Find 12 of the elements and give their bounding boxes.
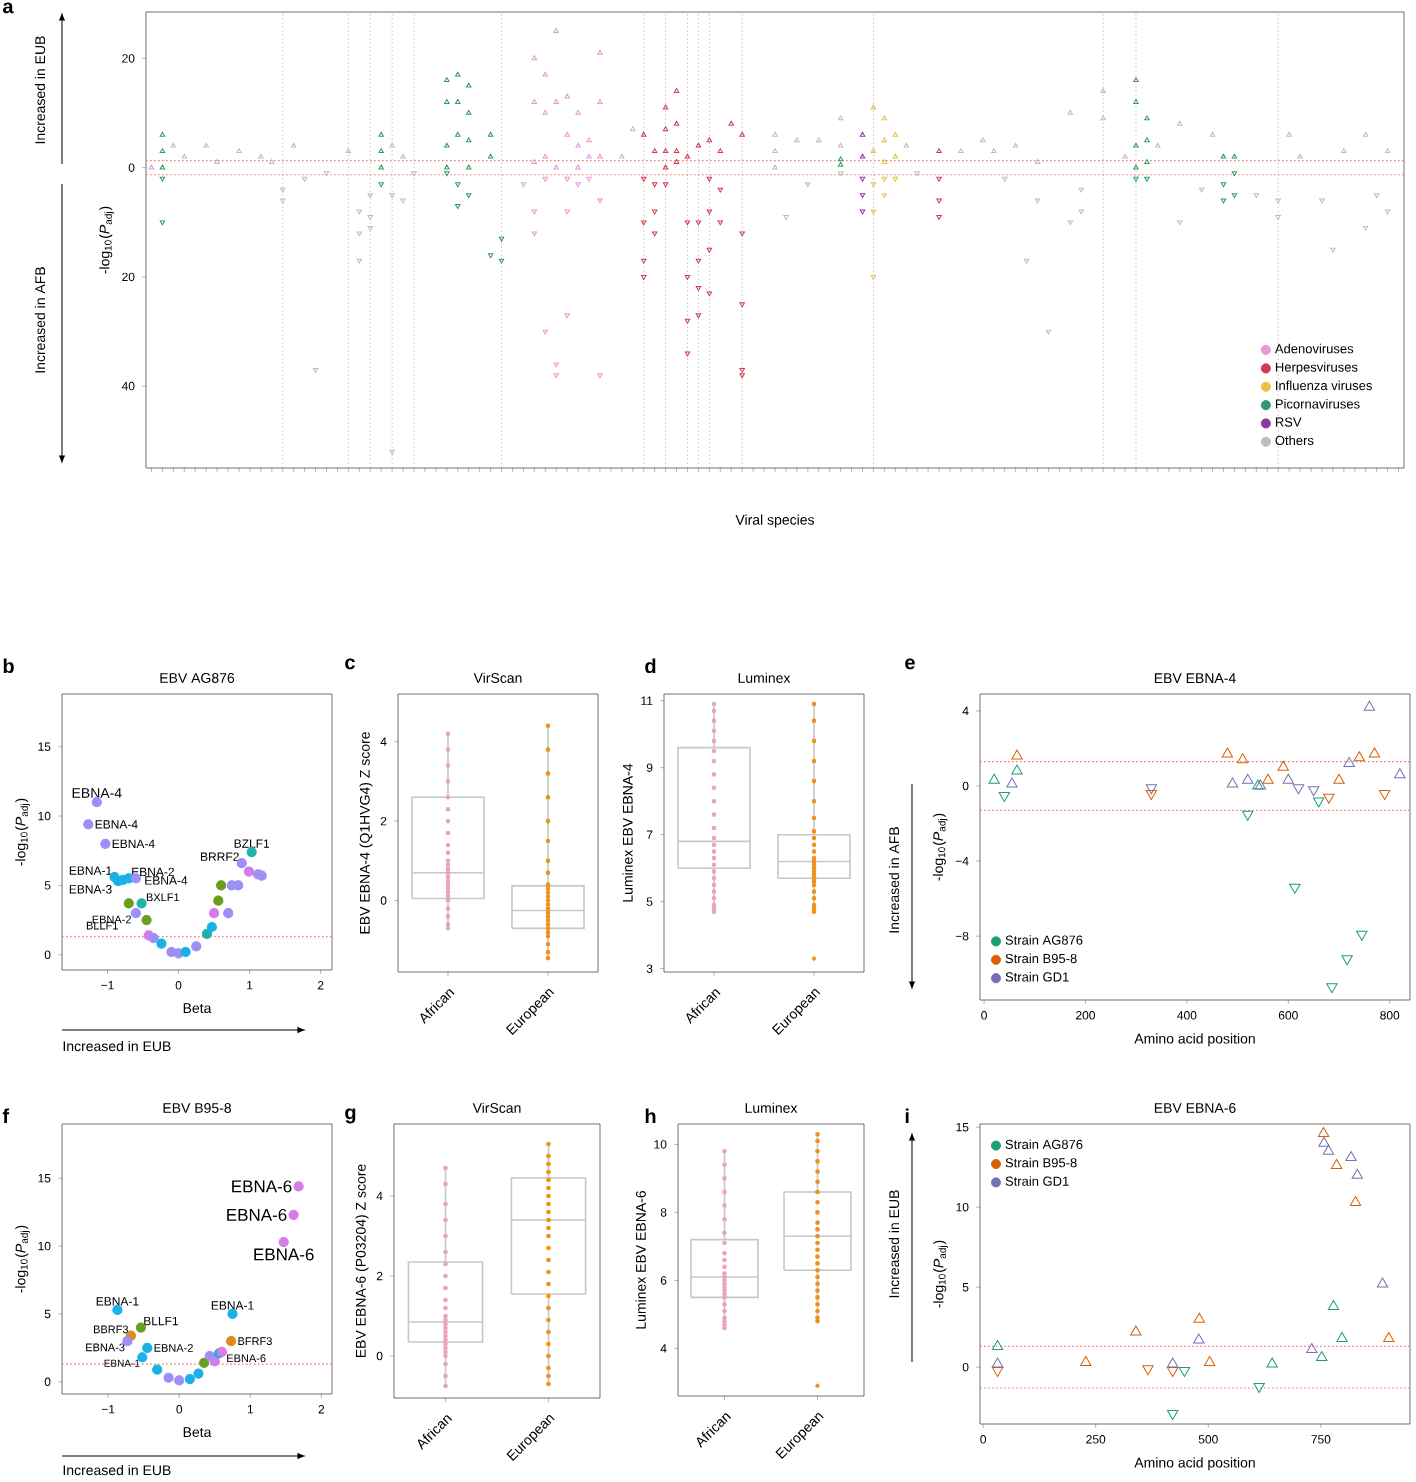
annotation: EBNA-6 [254, 1248, 314, 1261]
text: e [905, 658, 915, 670]
text: h [645, 1108, 656, 1123]
text: b [3, 658, 14, 674]
annotation: EBNA-6 [227, 1208, 287, 1221]
annotation: EBNA-6 [232, 1180, 292, 1193]
text: d [645, 658, 656, 674]
text: c [345, 658, 355, 670]
text: g [345, 1108, 356, 1124]
text: f [2, 1108, 10, 1123]
text: i [905, 1108, 909, 1123]
text: a [3, 2, 14, 14]
